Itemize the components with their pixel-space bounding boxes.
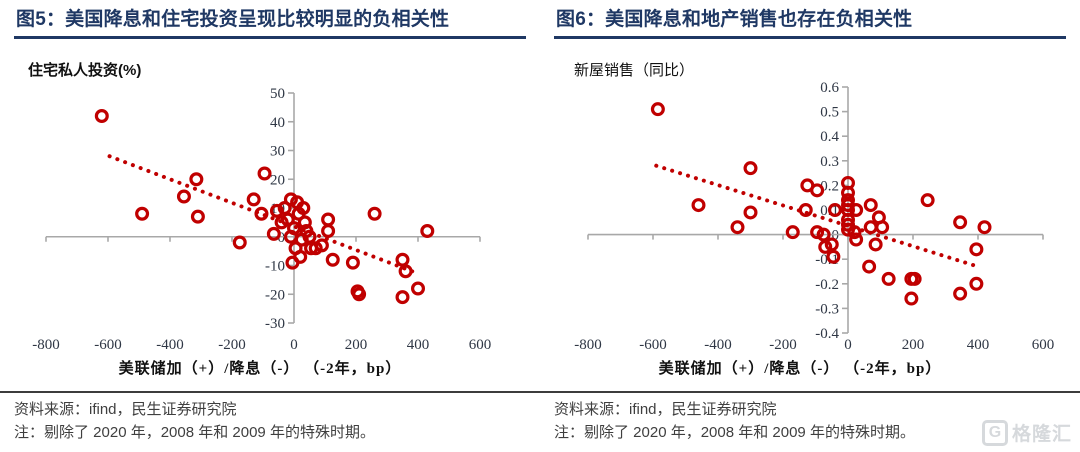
svg-text:0.2: 0.2: [820, 178, 839, 194]
figure-5-source: 资料来源：ifind，民生证券研究院: [14, 401, 237, 418]
svg-text:-0.4: -0.4: [815, 326, 839, 342]
figure-5-footer: 资料来源：ifind，民生证券研究院 注：剔除了 2020 年，2008 年和 …: [0, 391, 540, 444]
svg-text:-30: -30: [265, 316, 285, 332]
svg-text:0.4: 0.4: [820, 129, 839, 145]
svg-text:0.6: 0.6: [820, 81, 839, 96]
svg-text:600: 600: [469, 337, 492, 353]
svg-text:0: 0: [290, 337, 298, 353]
figure-6-footer: 资料来源：ifind，民生证券研究院 注：剔除了 2020 年，2008 年和 …: [540, 391, 1080, 444]
gelonghui-watermark-text: 格隆汇: [1011, 424, 1072, 445]
figure-6-source: 资料来源：ifind，民生证券研究院: [554, 401, 777, 418]
gelonghui-logo-icon: G: [981, 419, 1008, 446]
svg-text:-10: -10: [265, 259, 285, 275]
figure-6-note: 注：剔除了 2020 年，2008 年和 2009 年的特殊时期。: [554, 424, 915, 441]
svg-text:40: 40: [270, 115, 285, 131]
svg-text:-400: -400: [156, 337, 184, 353]
svg-text:-400: -400: [704, 337, 732, 353]
svg-text:0.5: 0.5: [820, 105, 839, 121]
svg-text:400: 400: [967, 337, 990, 353]
figure-6-chart-area: 新屋销售（同比） 0.6 0.5 0.4 0.3 0.2 0.1 0 -0.1 -0.2 -0.3…: [540, 39, 1080, 391]
svg-text:0: 0: [844, 337, 852, 353]
gelonghui-watermark: G 格隆汇: [981, 419, 1072, 446]
svg-text:600: 600: [1032, 337, 1055, 353]
svg-text:0: 0: [832, 228, 840, 244]
svg-text:-800: -800: [32, 337, 60, 353]
svg-text:0.3: 0.3: [820, 154, 839, 170]
figure-5-chart-area: 住宅私人投资(%) 50 40 30 20 10 0 -10 -20 -30 -800 -600 -4…: [0, 39, 540, 391]
figure-6: 图6：美国降息和地产销售也存在负相关性 新屋销售（同比） 0.6 0.5 0.4 0.…: [540, 0, 1080, 452]
figure-6-title: 图6：美国降息和地产销售也存在负相关性: [554, 6, 1066, 39]
svg-text:30: 30: [270, 144, 285, 160]
svg-text:-0.1: -0.1: [815, 252, 839, 268]
svg-text:-800: -800: [574, 337, 602, 353]
svg-text:-20: -20: [265, 287, 285, 303]
svg-text:-600: -600: [94, 337, 122, 353]
figure-5: 图5：美国降息和住宅投资呈现比较明显的负相关性 住宅私人投资(%) 50 40 30…: [0, 6, 540, 444]
svg-text:20: 20: [270, 172, 285, 188]
figure-6-scatter-chart: 0.60.50.40.30.20.10-0.1-0.2-0.3-0.4-800-…: [574, 81, 1055, 353]
svg-text:-200: -200: [769, 337, 797, 353]
figure-5-title: 图5：美国降息和住宅投资呈现比较明显的负相关性: [14, 6, 526, 39]
figure-6-y-axis-unit: 新屋销售（同比）: [574, 62, 695, 79]
figure-5-note: 注：剔除了 2020 年，2008 年和 2009 年的特殊时期。: [14, 424, 375, 441]
svg-text:-200: -200: [218, 337, 246, 353]
svg-text:50: 50: [270, 86, 285, 102]
svg-text:200: 200: [345, 337, 368, 353]
figure-5-y-axis-unit: 住宅私人投资(%): [28, 62, 142, 79]
svg-text:-0.2: -0.2: [815, 277, 839, 293]
svg-text:0: 0: [278, 230, 286, 246]
svg-text:400: 400: [407, 337, 430, 353]
svg-text:-600: -600: [639, 337, 667, 353]
svg-text:-0.3: -0.3: [815, 301, 839, 317]
figure-6-x-axis-title: 美联储加（+）/降息（-） （-2年，bp）: [658, 361, 942, 377]
svg-text:200: 200: [902, 337, 925, 353]
figure-5-x-axis-title: 美联储加（+）/降息（-） （-2年，bp）: [118, 361, 402, 377]
